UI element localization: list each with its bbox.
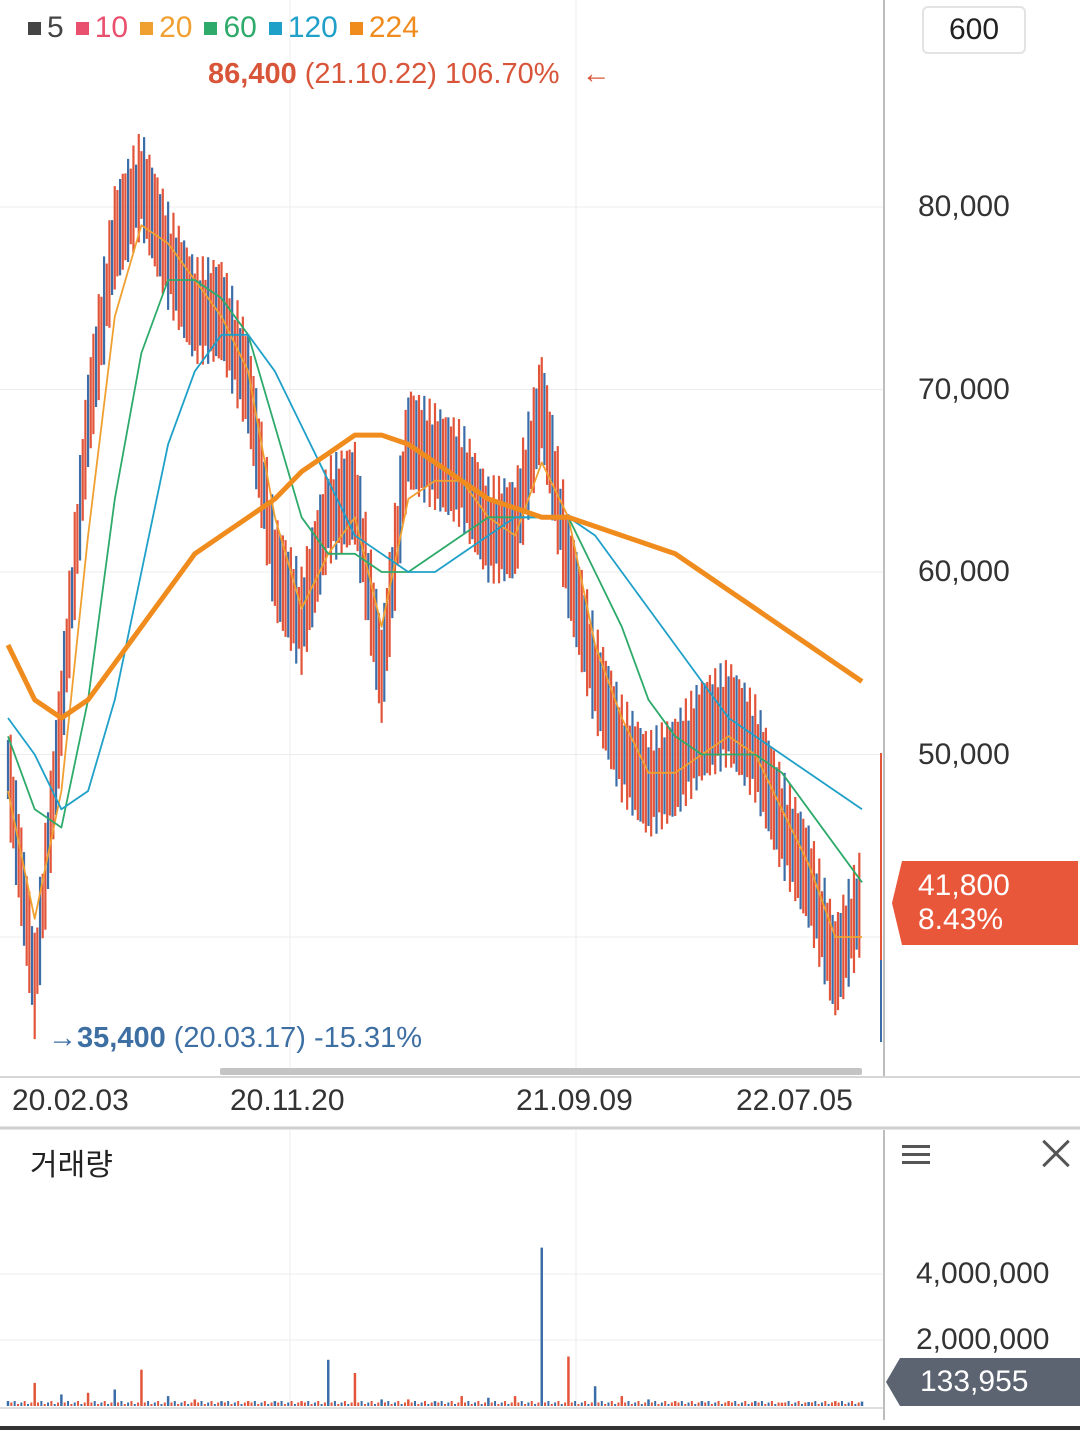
right-arrow-icon: → (48, 1022, 77, 1054)
volume-tick-label: 2,000,000 (916, 1323, 1050, 1356)
legend-swatch (28, 21, 41, 35)
low-price-annotation: →35,400 (20.03.17) -15.31% (48, 1022, 422, 1055)
volume-panel-title: 거래량 (30, 1149, 113, 1182)
legend-label: 5 (47, 11, 64, 44)
price-tick-label: 60,000 (918, 555, 1010, 588)
legend-label: 60 (223, 11, 257, 44)
legend-item-20[interactable]: 20 (140, 11, 192, 45)
legend-label: 20 (159, 11, 193, 44)
legend-item-5[interactable]: 5 (28, 11, 64, 45)
price-tick-label: 80,000 (918, 190, 1010, 223)
date-tick-label: 22.07.05 (736, 1084, 853, 1117)
scrollbar[interactable] (220, 1068, 862, 1075)
current-volume-value: 133,955 (920, 1365, 1029, 1398)
legend-swatch (349, 21, 363, 35)
moving-average-layer (5, 224, 882, 1042)
low-price-detail: (20.03.17) -15.31% (173, 1022, 423, 1054)
volume-tick-label: 4,000,000 (916, 1257, 1050, 1290)
candle-layer (6, 134, 861, 1040)
period-button[interactable]: 600 (922, 6, 1026, 54)
date-tick-label: 21.09.09 (516, 1084, 633, 1117)
volume-layer (0, 1247, 884, 1406)
high-price-annotation: 86,400 (21.10.22) 106.70% ← (208, 58, 611, 91)
current-price-change: 8.43% (918, 903, 1004, 936)
legend-item-60[interactable]: 60 (204, 11, 257, 45)
legend-label: 224 (368, 11, 419, 44)
legend-item-10[interactable]: 10 (75, 11, 129, 45)
menu-icon[interactable] (898, 1138, 934, 1172)
legend-label: 10 (94, 11, 129, 44)
legend-swatch (140, 21, 154, 35)
high-price-detail: (21.10.22) 106.70% (304, 58, 560, 90)
left-arrow-icon: ← (581, 58, 611, 90)
current-price-value: 41,800 (918, 869, 1010, 902)
close-icon[interactable] (1036, 1134, 1076, 1174)
legend-swatch (75, 21, 89, 35)
legend-label: 120 (287, 11, 338, 44)
price-tick-label: 70,000 (918, 372, 1010, 406)
legend-item-120[interactable]: 120 (268, 11, 338, 45)
high-price-value: 86,400 (208, 58, 297, 90)
grid-layer (0, 0, 884, 1408)
price-tick-label: 50,000 (918, 737, 1010, 771)
low-price-value: 35,400 (77, 1022, 166, 1054)
moving-average-20 (7, 224, 862, 938)
legend-swatch (204, 21, 218, 35)
current-price-tag: 41,800 8.43% (892, 861, 1078, 945)
legend-swatch (268, 21, 282, 35)
moving-average-120 (7, 333, 863, 811)
date-tick-label: 20.02.03 (12, 1084, 129, 1117)
chart-legend: 5 10 20 60 120 224 (28, 8, 419, 48)
current-volume-tag: 133,955 (886, 1358, 1080, 1406)
date-tick-label: 20.11.20 (230, 1084, 345, 1117)
moving-average-224 (5, 432, 864, 721)
moving-average-60 (7, 279, 863, 883)
legend-item-224[interactable]: 224 (349, 11, 419, 45)
